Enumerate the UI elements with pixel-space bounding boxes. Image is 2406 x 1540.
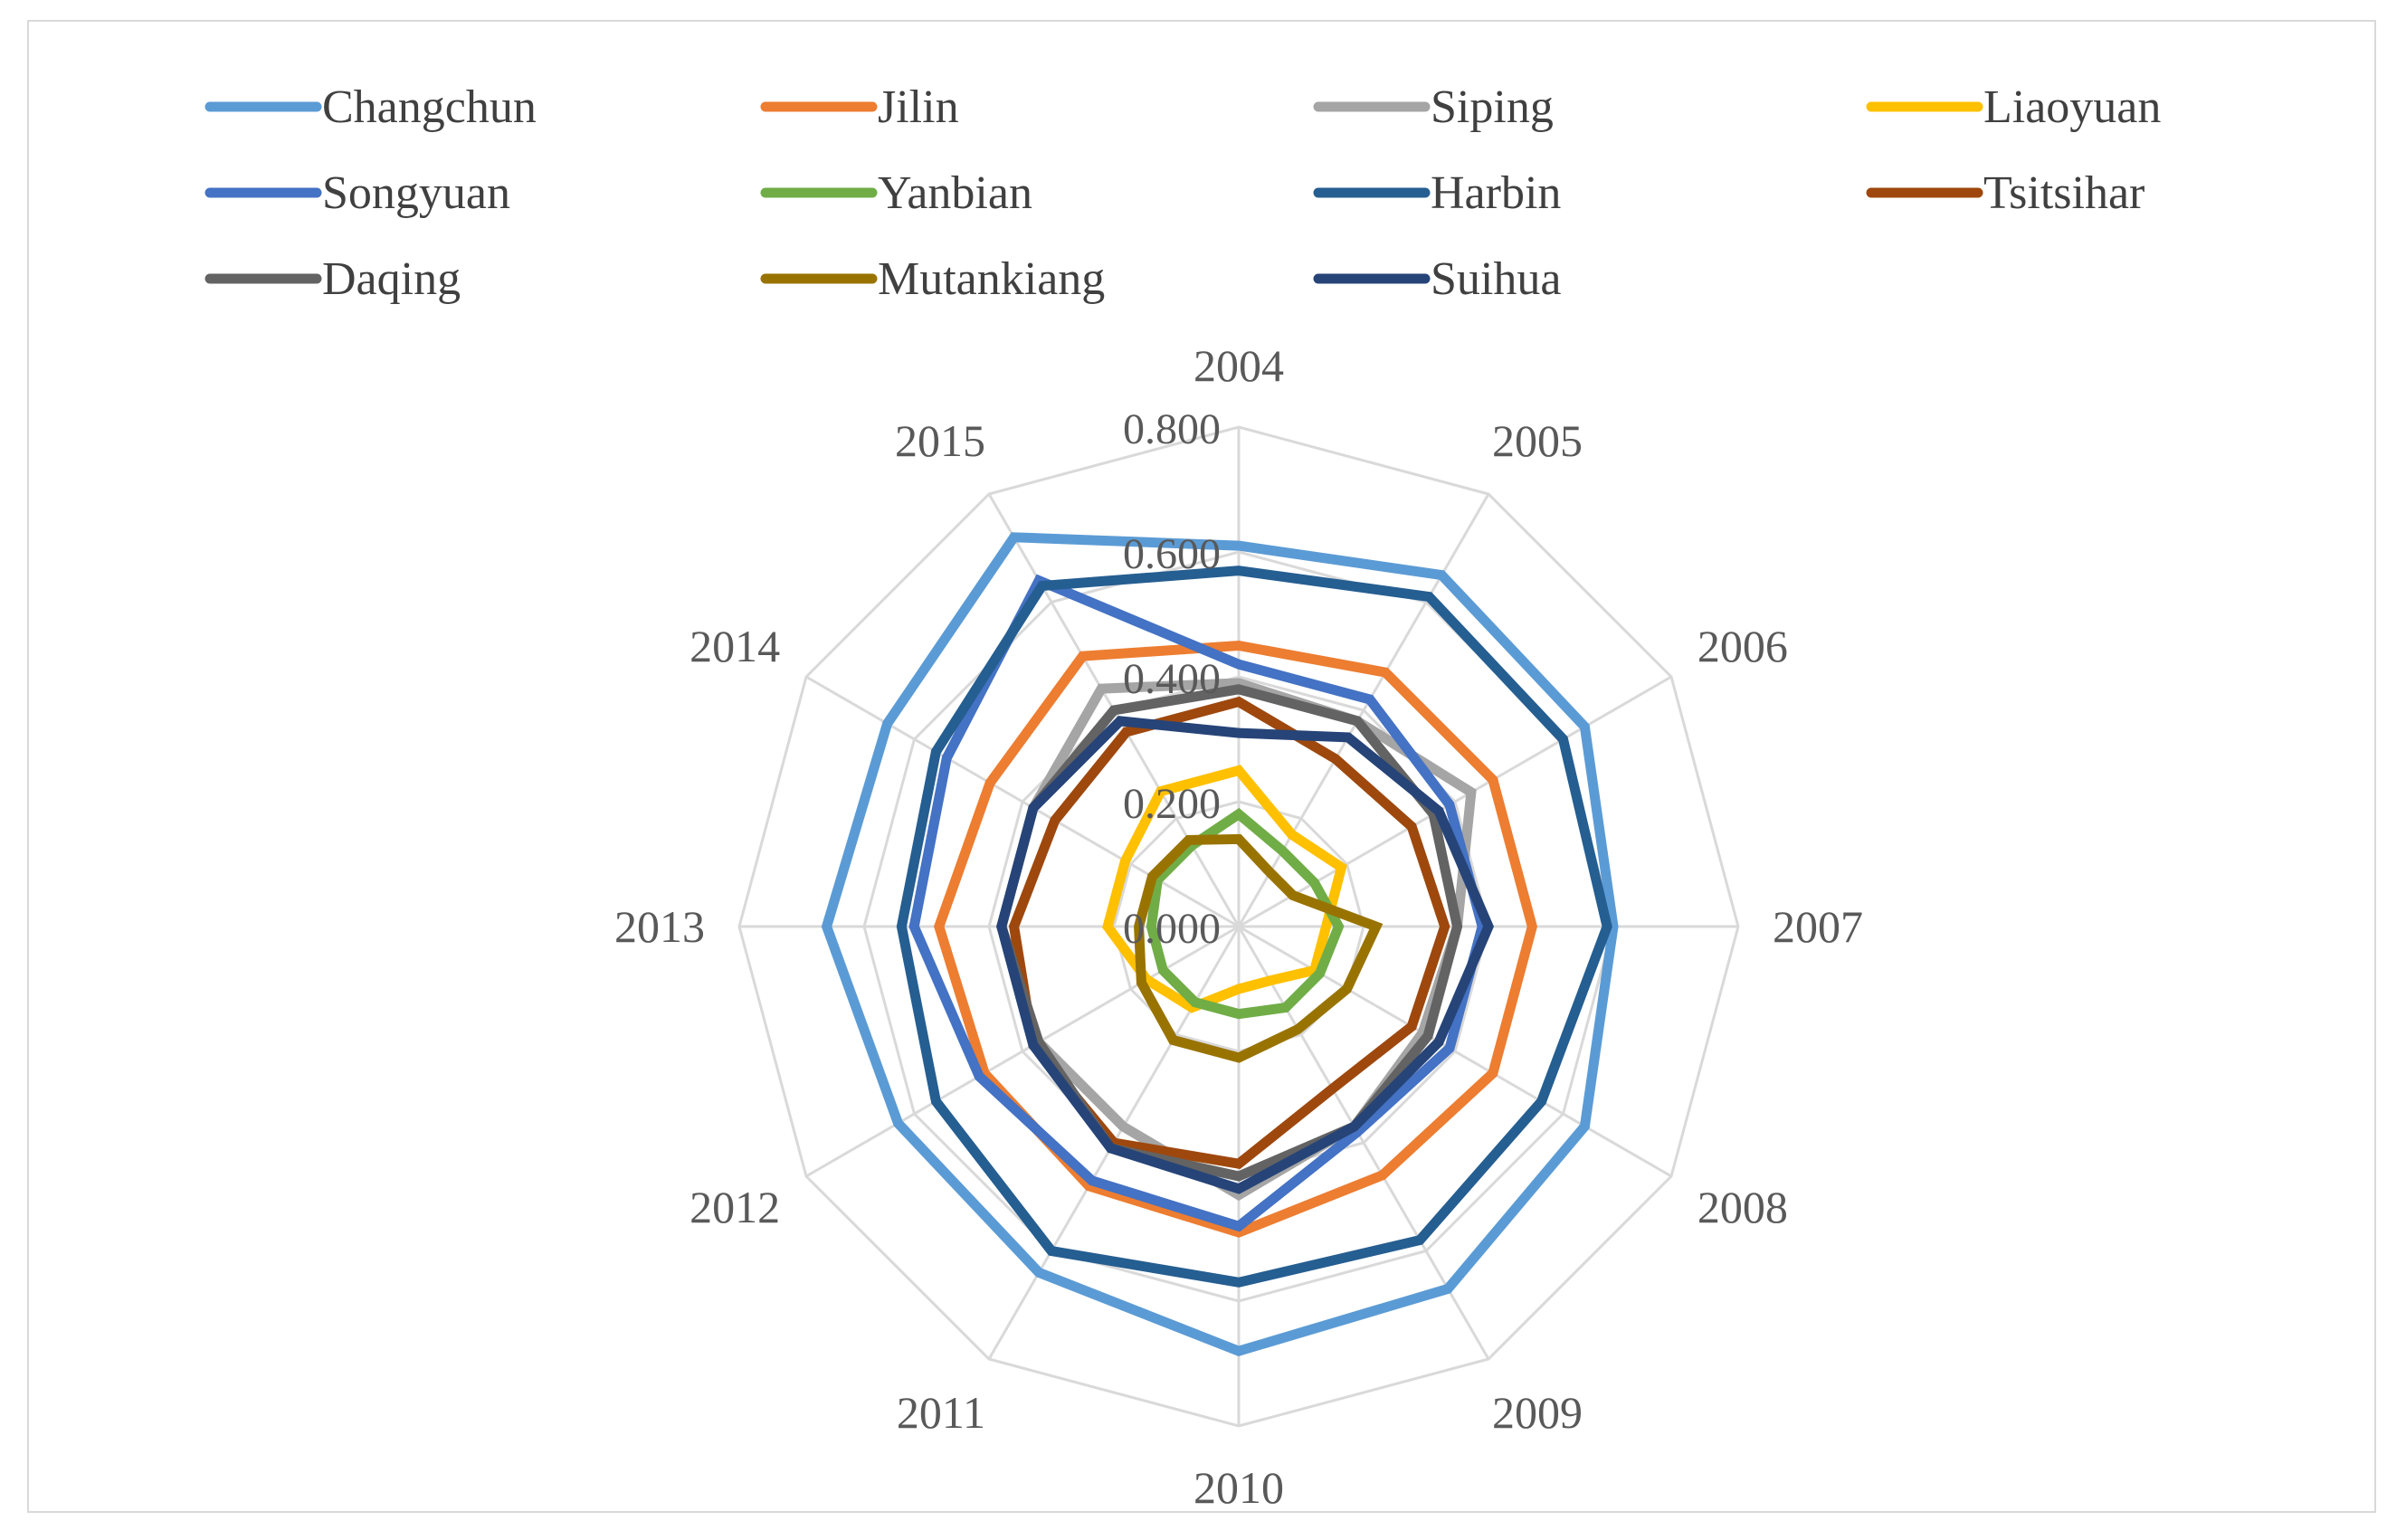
axis-label-2007: 2007	[1773, 901, 1863, 952]
axis-label-2015: 2015	[895, 415, 985, 466]
legend-label: Suihua	[1431, 253, 1561, 305]
legend-label: Liaoyuan	[1983, 81, 2161, 133]
axis-label-2014: 2014	[689, 621, 780, 671]
series-line-suihua	[996, 716, 1494, 1194]
radar-grid	[737, 425, 1740, 1428]
series-line-jilin	[934, 640, 1537, 1238]
legend-item-tsitsihar[interactable]: Tsitsihar	[1866, 167, 2144, 219]
legend-item-changchun[interactable]: Changchun	[204, 81, 537, 133]
radar-chart: 0.000 0.200 0.400 0.600 0.800 2004 2005 2006 200…	[204, 81, 2161, 1513]
series-line-songyuan	[908, 574, 1488, 1232]
series-line-tsitsihar	[1008, 696, 1450, 1170]
series-line-yanbian	[1146, 807, 1345, 1020]
legend: Changchun Jilin Siping Liaoyuan Songyuan Yanb…	[204, 81, 2161, 305]
legend-label: Changchun	[322, 81, 537, 133]
tick-label-2: 0.400	[1123, 655, 1221, 703]
spoke-2009	[1237, 926, 1490, 1360]
legend-label: Siping	[1431, 81, 1554, 133]
tick-label-3: 0.600	[1123, 530, 1221, 578]
series-line-harbin	[896, 566, 1612, 1288]
axis-label-2010: 2010	[1193, 1462, 1284, 1513]
tick-label-0: 0.000	[1123, 905, 1221, 953]
axis-labels: 0.000 0.200 0.400 0.600 0.800 2004 2005 2006 200…	[614, 340, 1863, 1513]
axis-label-2013: 2013	[614, 901, 705, 952]
legend-item-daqing[interactable]: Daqing	[204, 253, 461, 305]
legend-label: Tsitsihar	[1983, 167, 2144, 219]
legend-label: Yanbian	[878, 167, 1032, 219]
axis-label-2011: 2011	[897, 1387, 985, 1438]
legend-item-siping[interactable]: Siping	[1313, 81, 1554, 133]
tick-label-1: 0.200	[1123, 780, 1221, 828]
axis-label-2008: 2008	[1698, 1182, 1788, 1232]
legend-item-songyuan[interactable]: Songyuan	[204, 167, 510, 219]
legend-item-jilin[interactable]: Jilin	[760, 81, 959, 133]
legend-label: Songyuan	[322, 167, 510, 219]
series-line-mutankiang	[1134, 833, 1384, 1063]
axis-label-2006: 2006	[1698, 621, 1788, 671]
legend-item-harbin[interactable]: Harbin	[1313, 167, 1561, 219]
spoke-2014	[805, 675, 1240, 928]
legend-label: Harbin	[1431, 167, 1561, 219]
legend-label: Daqing	[322, 253, 461, 305]
axis-label-2005: 2005	[1492, 415, 1583, 466]
axis-label-2009: 2009	[1492, 1387, 1583, 1438]
chart-frame: 0.000 0.200 0.400 0.600 0.800 2004 2005 2006 200…	[27, 20, 2376, 1513]
legend-item-yanbian[interactable]: Yanbian	[760, 167, 1032, 219]
legend-item-liaoyuan[interactable]: Liaoyuan	[1866, 81, 2161, 133]
series-line-liaoyuan	[1102, 765, 1347, 1013]
legend-label: Jilin	[878, 81, 959, 133]
axis-label-2004: 2004	[1193, 340, 1284, 391]
tick-label-4: 0.800	[1123, 405, 1221, 453]
legend-item-suihua[interactable]: Suihua	[1313, 253, 1561, 305]
series-line-changchun	[821, 532, 1619, 1357]
legend-label: Mutankiang	[878, 253, 1105, 305]
series-lines	[821, 532, 1619, 1357]
axis-label-2012: 2012	[689, 1182, 780, 1232]
legend-item-mutankiang[interactable]: Mutankiang	[760, 253, 1105, 305]
